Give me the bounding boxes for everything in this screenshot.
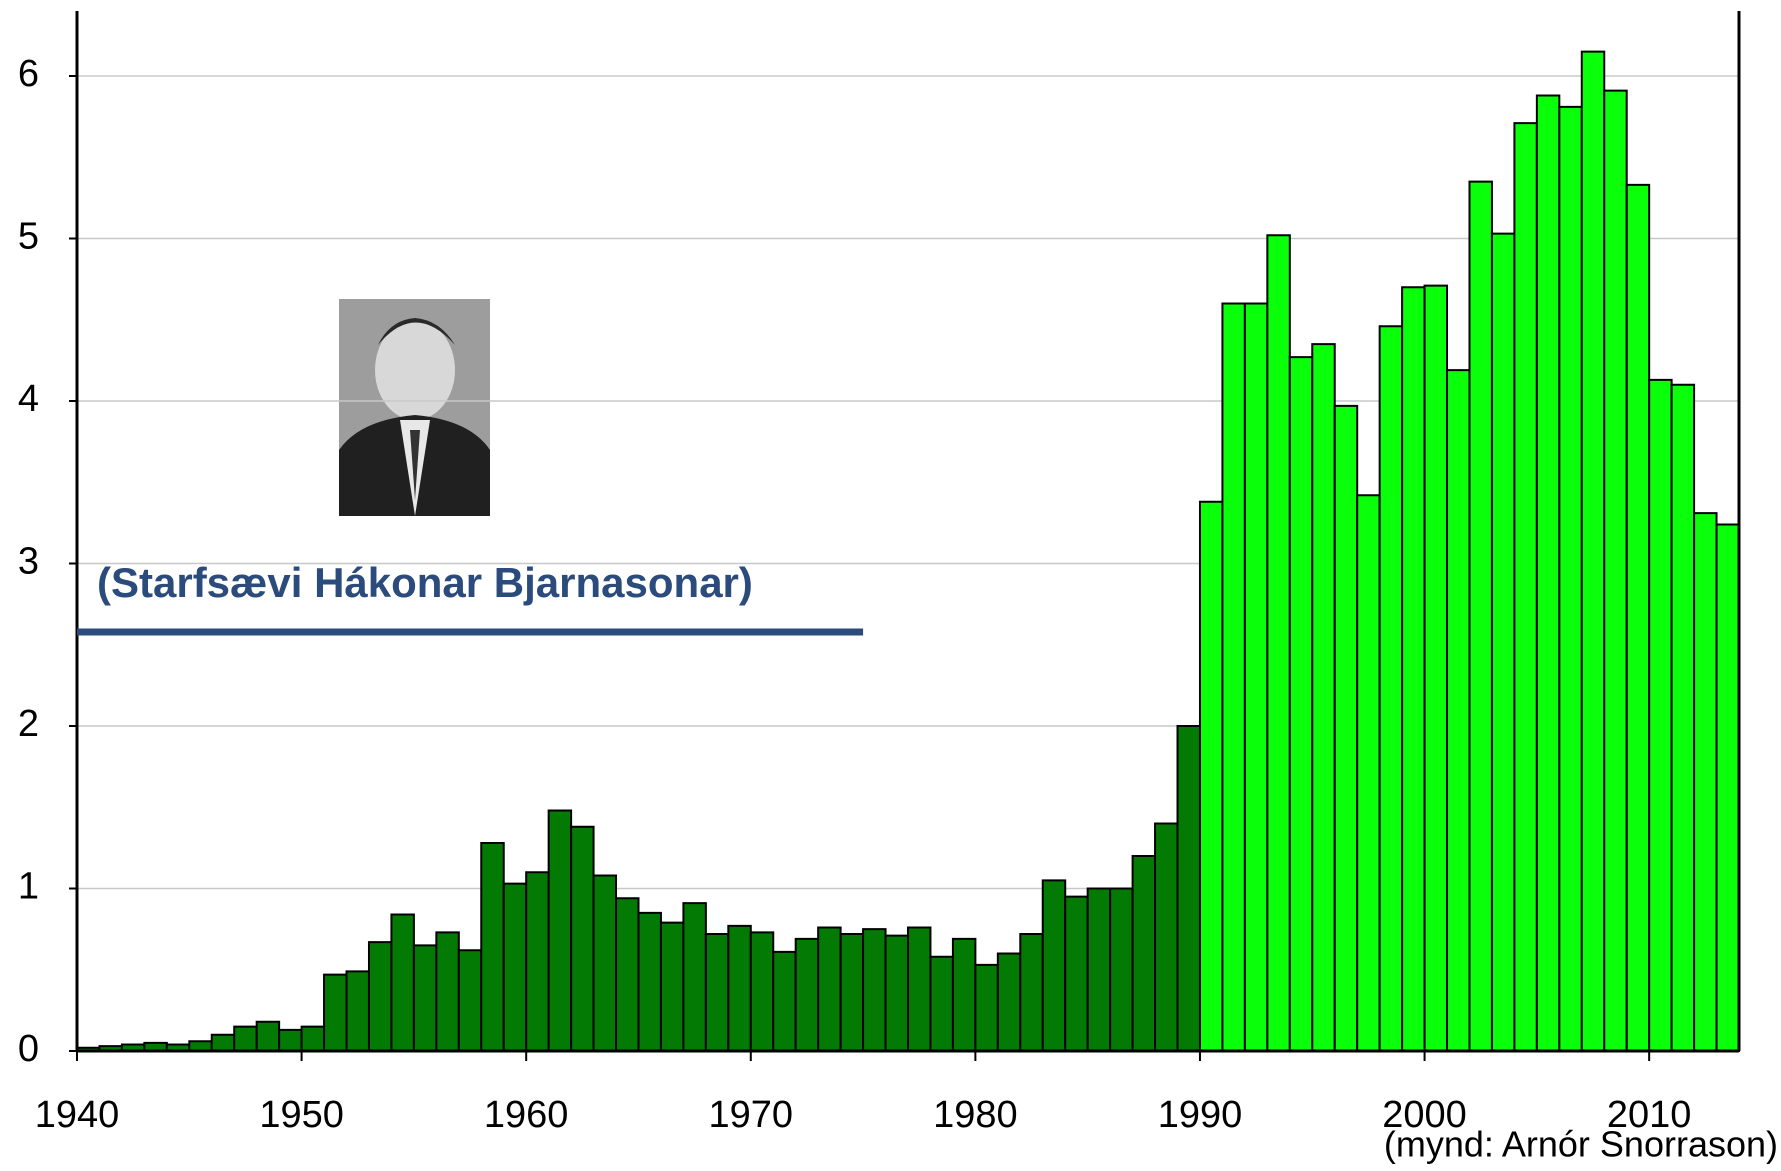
portrait-photo bbox=[339, 299, 490, 516]
bar bbox=[459, 950, 481, 1051]
bar bbox=[1267, 235, 1289, 1051]
bar bbox=[1335, 406, 1357, 1051]
y-tick-label: 2 bbox=[18, 703, 39, 745]
bar bbox=[324, 975, 346, 1051]
x-tick-label: 1970 bbox=[709, 1094, 794, 1136]
bar bbox=[1559, 107, 1581, 1051]
y-tick-label: 3 bbox=[18, 541, 39, 583]
credit: (mynd: Arnór Snorrason) bbox=[1384, 1124, 1778, 1165]
bar bbox=[1537, 96, 1559, 1052]
bar bbox=[391, 915, 413, 1052]
bar bbox=[638, 913, 660, 1051]
bar bbox=[369, 942, 391, 1051]
bar bbox=[414, 945, 436, 1051]
bar bbox=[481, 843, 503, 1051]
bar bbox=[1425, 286, 1447, 1051]
bar bbox=[1088, 889, 1110, 1052]
bar bbox=[1492, 234, 1514, 1051]
bar bbox=[796, 939, 818, 1051]
y-tick-label: 6 bbox=[18, 53, 39, 95]
bar bbox=[1312, 344, 1334, 1051]
bar bbox=[1133, 856, 1155, 1051]
bar bbox=[1447, 370, 1469, 1051]
x-tick-label: 1960 bbox=[484, 1094, 569, 1136]
annotation: (Starfsævi Hákonar Bjarnasonar) bbox=[97, 559, 753, 606]
y-tick-label: 5 bbox=[18, 216, 39, 258]
bar bbox=[526, 872, 548, 1051]
bar bbox=[1222, 304, 1244, 1052]
bar bbox=[1110, 889, 1132, 1052]
bar bbox=[302, 1027, 324, 1051]
bar bbox=[1694, 513, 1716, 1051]
x-tick-label: 1990 bbox=[1158, 1094, 1243, 1136]
bar bbox=[504, 884, 526, 1051]
bar bbox=[257, 1022, 279, 1051]
bar bbox=[661, 923, 683, 1051]
bar bbox=[1672, 385, 1694, 1051]
bar bbox=[549, 811, 571, 1052]
bar bbox=[1380, 326, 1402, 1051]
bar bbox=[1514, 123, 1536, 1051]
y-tick-label: 1 bbox=[18, 866, 39, 908]
bar bbox=[436, 932, 458, 1051]
bar bbox=[1290, 357, 1312, 1051]
bar bbox=[1245, 304, 1267, 1052]
x-tick-label: 1940 bbox=[35, 1094, 120, 1136]
x-tick-label: 1950 bbox=[259, 1094, 344, 1136]
bar bbox=[1604, 91, 1626, 1051]
bar bbox=[1357, 495, 1379, 1051]
bar bbox=[1627, 185, 1649, 1051]
bar bbox=[818, 928, 840, 1052]
bar bbox=[998, 954, 1020, 1052]
bar bbox=[279, 1030, 301, 1051]
bar bbox=[841, 934, 863, 1051]
bar bbox=[773, 952, 795, 1051]
bar bbox=[930, 957, 952, 1051]
bar bbox=[953, 939, 975, 1051]
bar bbox=[1155, 824, 1177, 1052]
bar bbox=[594, 876, 616, 1052]
bar bbox=[1200, 502, 1222, 1051]
chart: 012345619401950196019701980199020002010(… bbox=[0, 0, 1781, 1171]
bar bbox=[571, 827, 593, 1051]
bar bbox=[706, 934, 728, 1051]
bar bbox=[728, 926, 750, 1051]
bar bbox=[347, 971, 369, 1051]
bar bbox=[1065, 897, 1087, 1051]
bar bbox=[1402, 287, 1424, 1051]
bar bbox=[863, 929, 885, 1051]
bar bbox=[908, 928, 930, 1052]
bar bbox=[1649, 380, 1671, 1051]
bar bbox=[1469, 182, 1491, 1051]
bar bbox=[975, 965, 997, 1051]
bar bbox=[1582, 52, 1604, 1051]
bar bbox=[1717, 525, 1739, 1052]
y-tick-label: 4 bbox=[18, 378, 39, 420]
bar bbox=[751, 932, 773, 1051]
x-tick-label: 1980 bbox=[933, 1094, 1018, 1136]
bar bbox=[1043, 880, 1065, 1051]
bar bbox=[212, 1035, 234, 1051]
bar bbox=[616, 898, 638, 1051]
bar bbox=[234, 1027, 256, 1051]
bar bbox=[1178, 726, 1200, 1051]
bar bbox=[886, 936, 908, 1051]
y-tick-label: 0 bbox=[18, 1028, 39, 1070]
bar bbox=[1020, 934, 1042, 1051]
bar bbox=[683, 903, 705, 1051]
